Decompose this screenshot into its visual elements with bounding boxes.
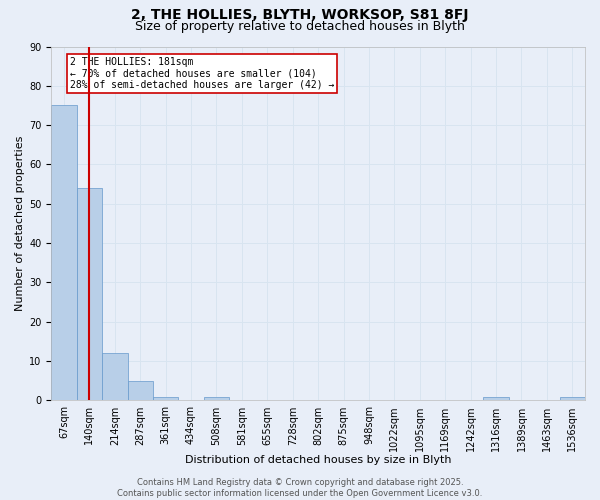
Bar bbox=[484, 396, 509, 400]
X-axis label: Distribution of detached houses by size in Blyth: Distribution of detached houses by size … bbox=[185, 455, 451, 465]
Bar bbox=[204, 396, 229, 400]
Text: 2 THE HOLLIES: 181sqm
← 70% of detached houses are smaller (104)
28% of semi-det: 2 THE HOLLIES: 181sqm ← 70% of detached … bbox=[70, 57, 334, 90]
Text: Size of property relative to detached houses in Blyth: Size of property relative to detached ho… bbox=[135, 20, 465, 33]
Bar bbox=[128, 381, 153, 400]
Text: Contains HM Land Registry data © Crown copyright and database right 2025.
Contai: Contains HM Land Registry data © Crown c… bbox=[118, 478, 482, 498]
Bar bbox=[51, 106, 77, 401]
Bar bbox=[153, 396, 178, 400]
Bar bbox=[77, 188, 102, 400]
Bar bbox=[102, 354, 128, 401]
Title: 2, THE HOLLIES, BLYTH, WORKSOP, S81 8FJ
Size of property relative to detached ho: 2, THE HOLLIES, BLYTH, WORKSOP, S81 8FJ … bbox=[0, 499, 1, 500]
Text: 2, THE HOLLIES, BLYTH, WORKSOP, S81 8FJ: 2, THE HOLLIES, BLYTH, WORKSOP, S81 8FJ bbox=[131, 8, 469, 22]
Y-axis label: Number of detached properties: Number of detached properties bbox=[15, 136, 25, 311]
Bar bbox=[560, 396, 585, 400]
